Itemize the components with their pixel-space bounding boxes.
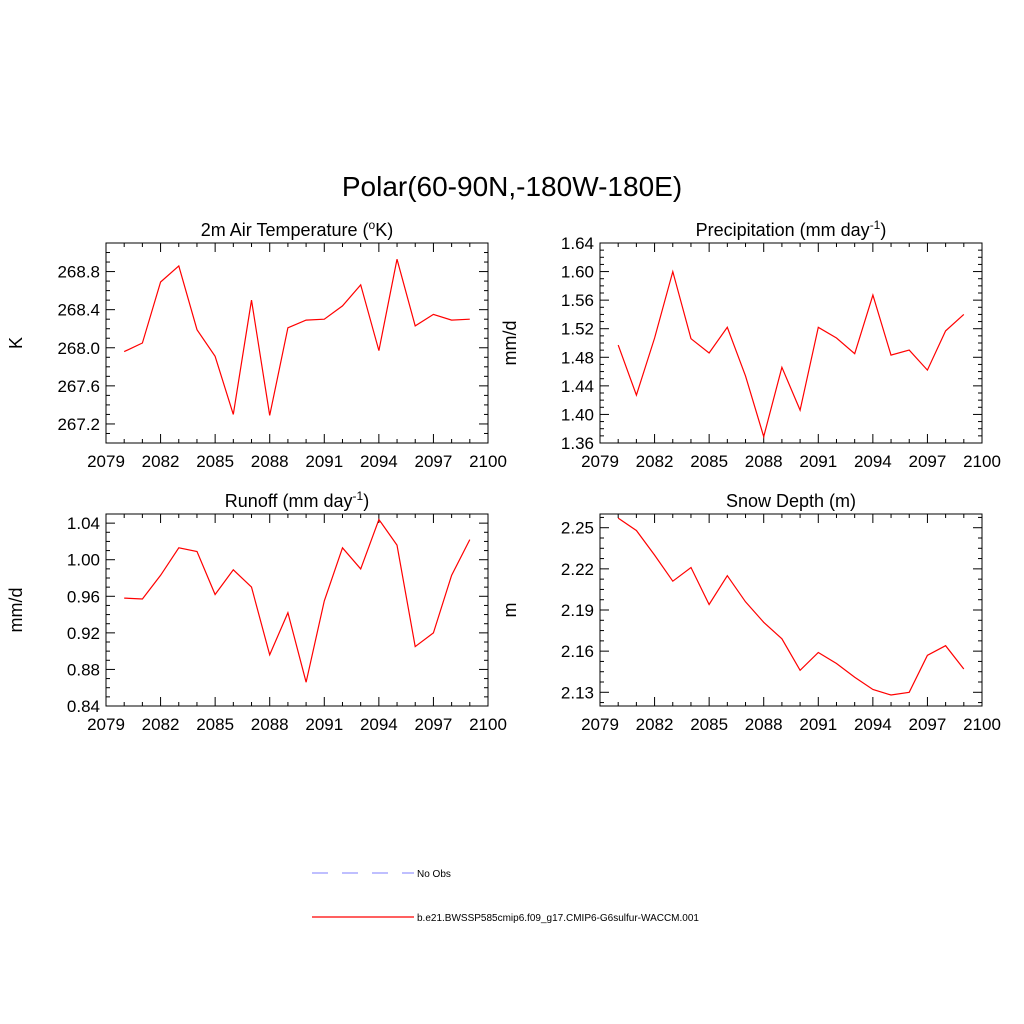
x-tick-label: 2094 <box>360 452 398 471</box>
y-tick-label: 2.19 <box>561 601 594 620</box>
plot-frame <box>105 242 489 444</box>
x-tick-label: 2088 <box>251 452 289 471</box>
x-tick-label: 2094 <box>854 452 892 471</box>
y-axis-label: mm/d <box>6 588 26 633</box>
y-tick-label: 0.84 <box>67 697 100 716</box>
panel-title-tail: ) <box>363 491 369 511</box>
chart-panel-4: Snow Depth (m) m 2079 2082 2085 2088 2091 2094 2… <box>500 491 1001 734</box>
x-tick-label: 2100 <box>963 715 1001 734</box>
y-tick-label: 1.48 <box>561 348 594 367</box>
series-line <box>617 517 965 696</box>
x-tick-label: 2082 <box>636 452 674 471</box>
panel-title-main: Runoff (mm day <box>225 491 353 511</box>
panel-title-superscript: -1 <box>353 489 364 503</box>
panel-title-superscript: -1 <box>870 218 881 232</box>
x-tick-label: 2100 <box>963 452 1001 471</box>
plot-frame <box>599 242 983 444</box>
x-tick-label: 2097 <box>909 715 947 734</box>
y-tick-label: 1.04 <box>67 514 100 533</box>
y-tick-label: 2.13 <box>561 683 594 702</box>
x-tick-label: 2094 <box>360 715 398 734</box>
panel-title: Runoff (mm day-1) <box>225 489 369 511</box>
panel-title-main: Precipitation (mm day <box>696 220 870 240</box>
plot-frame <box>105 513 489 707</box>
x-tick-label: 2097 <box>415 715 453 734</box>
x-tick-label: 2085 <box>690 452 728 471</box>
y-axis-label: m <box>500 603 520 618</box>
y-tick-label: 268.8 <box>57 263 100 282</box>
panel-title: 2m Air Temperature (oK) <box>201 218 393 240</box>
panel-title: Precipitation (mm day-1) <box>696 218 887 240</box>
x-tick-label: 2082 <box>636 715 674 734</box>
chart-panel-3: Runoff (mm day-1) mm/d 2079 2082 2085 2088 209… <box>6 489 507 734</box>
y-tick-label: 1.64 <box>561 234 594 253</box>
panels: 2m Air Temperature (oK) K 2079 2082 2085 2088… <box>6 218 1001 734</box>
y-tick-label: 2.22 <box>561 560 594 579</box>
y-tick-label: 268.0 <box>57 339 100 358</box>
y-tick-label: 1.56 <box>561 291 594 310</box>
chart-panel-1: 2m Air Temperature (oK) K 2079 2082 2085 2088… <box>6 218 507 471</box>
panel-title-superscript: o <box>369 218 376 232</box>
y-tick-label: 1.52 <box>561 320 594 339</box>
y-tick-label: 1.36 <box>561 434 594 453</box>
x-tick-label: 2085 <box>196 715 234 734</box>
x-tick-label: 2097 <box>909 452 947 471</box>
x-tick-label: 2091 <box>305 715 343 734</box>
legend-label: b.e21.BWSSP585cmip6.f09_g17.CMIP6-G6sulf… <box>417 913 699 924</box>
y-axis-label: K <box>6 337 26 349</box>
y-tick-label: 0.92 <box>67 624 100 643</box>
x-tick-label: 2094 <box>854 715 892 734</box>
figure-title: Polar(60-90N,-180W-180E) <box>342 171 682 202</box>
y-tick-label: 2.25 <box>561 519 594 538</box>
x-tick-label: 2082 <box>142 452 180 471</box>
x-tick-label: 2088 <box>745 452 783 471</box>
x-tick-label: 2085 <box>690 715 728 734</box>
x-tick-label: 2097 <box>415 452 453 471</box>
y-axis-label: mm/d <box>500 321 520 366</box>
x-tick-label: 2091 <box>799 452 837 471</box>
panel-title-main: Snow Depth (m) <box>726 491 856 511</box>
y-tick-label: 0.88 <box>67 660 100 679</box>
x-tick-label: 2079 <box>87 715 125 734</box>
y-tick-label: 267.2 <box>57 415 100 434</box>
panel-title-tail: ) <box>880 220 886 240</box>
y-tick-label: 1.44 <box>561 377 594 396</box>
panel-title-main: 2m Air Temperature ( <box>201 220 369 240</box>
chart-panel-2: Precipitation (mm day-1) mm/d 2079 2082 2085… <box>500 218 1001 471</box>
series-line <box>123 259 470 416</box>
series-line <box>617 269 965 439</box>
series-line <box>124 518 471 683</box>
panel-title-tail: K) <box>375 220 393 240</box>
legend-label: No Obs <box>417 869 451 880</box>
y-tick-label: 2.16 <box>561 642 594 661</box>
plot-frame <box>599 513 983 707</box>
y-tick-label: 1.40 <box>561 405 594 424</box>
y-tick-label: 267.6 <box>57 377 100 396</box>
x-tick-label: 2091 <box>799 715 837 734</box>
x-tick-label: 2079 <box>87 452 125 471</box>
x-tick-label: 2085 <box>196 452 234 471</box>
x-tick-label: 2100 <box>469 452 507 471</box>
y-tick-label: 0.96 <box>67 587 100 606</box>
x-tick-label: 2088 <box>745 715 783 734</box>
x-tick-label: 2088 <box>251 715 289 734</box>
x-tick-label: 2082 <box>142 715 180 734</box>
x-tick-label: 2100 <box>469 715 507 734</box>
x-tick-label: 2091 <box>305 452 343 471</box>
y-tick-label: 1.00 <box>67 551 100 570</box>
panel-title: Snow Depth (m) <box>726 491 856 511</box>
y-tick-label: 268.4 <box>57 301 100 320</box>
x-tick-label: 2079 <box>581 452 619 471</box>
legend: No Obs b.e21.BWSSP585cmip6.f09_g17.CMIP6-… <box>312 869 699 924</box>
x-tick-label: 2079 <box>581 715 619 734</box>
y-tick-label: 1.60 <box>561 263 594 282</box>
